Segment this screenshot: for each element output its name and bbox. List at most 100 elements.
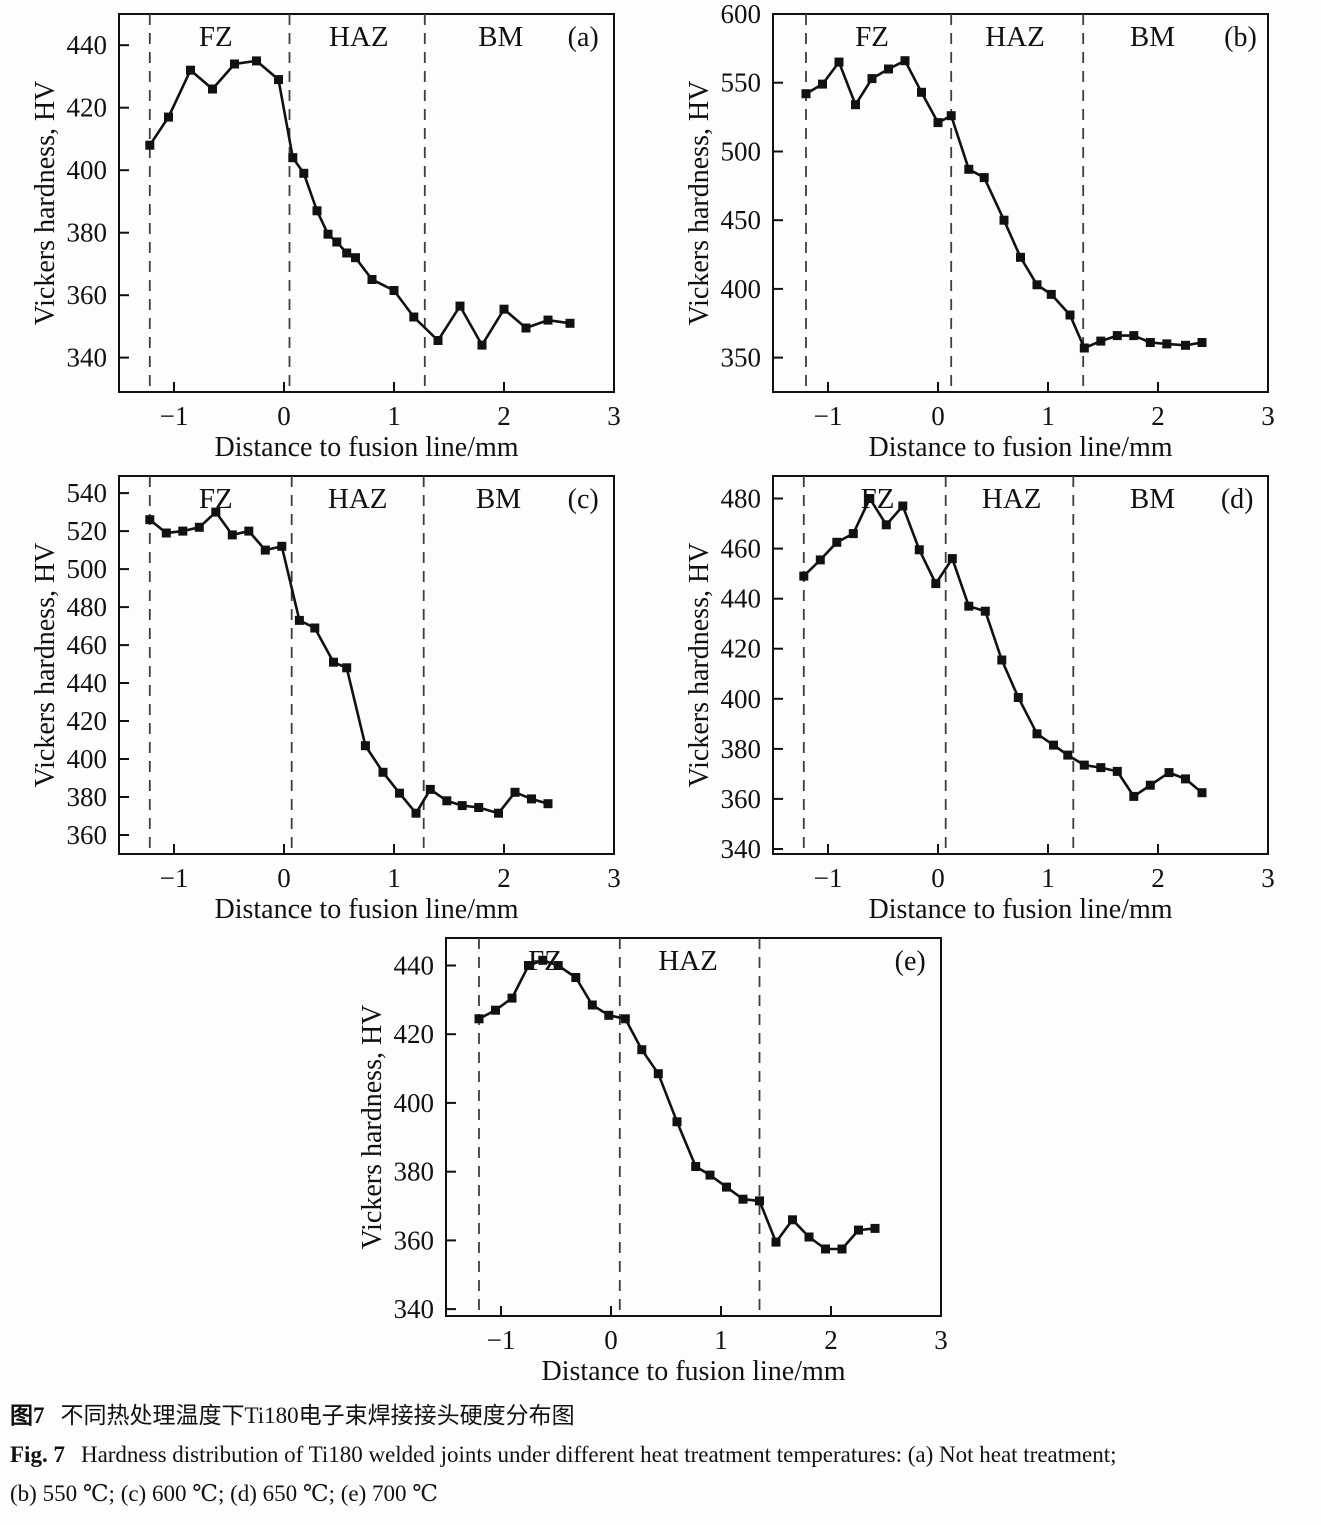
data-point-marker — [1095, 763, 1105, 773]
panel-label-c: (c) — [567, 484, 598, 515]
data-point-marker — [210, 507, 220, 517]
y-tick-label: 540 — [66, 478, 107, 508]
data-point-marker — [721, 1182, 731, 1192]
caption-line-en-2: (b) 550 ℃; (c) 600 ℃; (d) 650 ℃; (e) 700… — [10, 1481, 439, 1506]
data-point-marker — [947, 554, 957, 564]
y-tick-label: 380 — [720, 734, 761, 764]
x-axis-label: Distance to fusion line/mm — [214, 432, 518, 462]
chart-svg-e: 340360380400420440−10123FZHAZ(e)Distance… — [357, 937, 948, 1387]
x-tick-label: 0 — [604, 1325, 618, 1355]
data-point-marker — [771, 1237, 780, 1247]
x-tick-label: 1 — [387, 863, 401, 893]
y-tick-label: 360 — [393, 1225, 434, 1255]
data-point-marker — [1048, 740, 1058, 750]
zone-label-bm: BM — [478, 21, 523, 53]
caption-en-label: Fig. 7 — [10, 1442, 65, 1467]
plot-border — [771, 13, 1269, 393]
x-tick-label: −1 — [813, 401, 842, 431]
data-point-marker — [870, 1223, 879, 1233]
y-tick-label: 360 — [66, 820, 107, 850]
data-point-marker — [653, 1069, 663, 1079]
data-point-marker — [798, 571, 808, 581]
x-tick-label: 2 — [497, 863, 511, 893]
data-point-marker — [331, 237, 341, 247]
data-point-marker — [144, 140, 154, 150]
y-tick-label: 400 — [66, 155, 107, 185]
plot-border — [117, 475, 615, 855]
data-point-marker — [260, 545, 270, 555]
x-tick-label: 3 — [934, 1325, 948, 1355]
data-point-marker — [603, 1010, 613, 1020]
zone-label-bm: BM — [475, 483, 520, 515]
data-point-marker — [229, 59, 239, 69]
x-tick-label: 2 — [1151, 863, 1165, 893]
data-point-marker — [185, 65, 195, 75]
data-point-marker — [900, 56, 909, 66]
data-point-marker — [360, 741, 370, 751]
data-point-marker — [963, 164, 973, 174]
y-tick-label: 420 — [66, 706, 107, 736]
data-point-marker — [394, 788, 404, 798]
x-tick-label: 2 — [824, 1325, 838, 1355]
data-point-marker — [194, 522, 204, 532]
y-tick-label: 340 — [720, 834, 761, 864]
data-point-marker — [1145, 780, 1155, 790]
x-tick-label: 1 — [1041, 863, 1055, 893]
y-tick-label: 380 — [66, 218, 107, 248]
data-point-marker — [521, 323, 530, 333]
data-point-marker — [979, 173, 989, 183]
data-point-marker — [553, 961, 563, 970]
caption-zh-label: 图7 — [10, 1403, 45, 1428]
x-axis-label: Distance to fusion line/mm — [541, 1356, 845, 1386]
data-point-marker — [834, 57, 843, 67]
data-point-marker — [1112, 766, 1122, 776]
data-point-marker — [161, 528, 171, 538]
data-point-marker — [848, 529, 858, 539]
data-point-marker — [565, 318, 574, 328]
zone-label-haz: HAZ — [327, 483, 387, 515]
data-point-marker — [227, 530, 237, 540]
data-point-marker — [537, 955, 547, 965]
hardness-line — [804, 58, 1202, 350]
data-point-marker — [341, 248, 351, 258]
data-point-marker — [815, 555, 825, 565]
y-tick-label: 360 — [720, 784, 761, 814]
data-point-marker — [754, 1196, 764, 1206]
data-point-marker — [914, 545, 924, 555]
chart-d: 340 360 380 400 420 440 460 480 −1 0 1 2 3 FZ HAZ BM (d)… — [678, 462, 1298, 925]
data-point-marker — [672, 1117, 681, 1127]
data-point-marker — [738, 1194, 747, 1204]
data-point-marker — [207, 84, 217, 94]
data-point-marker — [341, 663, 351, 673]
data-point-marker — [1161, 339, 1171, 349]
caption-line-en: Fig. 7 Hardness distribution of Ti180 wel… — [10, 1435, 1309, 1474]
data-point-marker — [441, 796, 451, 806]
data-point-marker — [1112, 331, 1122, 341]
y-tick-label: 440 — [393, 951, 434, 981]
data-point-marker — [312, 206, 321, 216]
caption-zh-text: 不同热处理温度下Ti180电子束焊接接头硬度分布图 — [60, 1403, 575, 1428]
x-tick-label: 3 — [607, 863, 621, 893]
figure-caption: 图7 不同热处理温度下Ti180电子束焊接接头硬度分布图 Fig. 7 Hardne… — [10, 1396, 1309, 1513]
data-point-marker — [787, 1215, 797, 1225]
y-axis-label: Vickers hardness, HV — [357, 1005, 388, 1250]
data-point-marker — [963, 601, 973, 611]
panel-label-d: (d) — [1220, 484, 1253, 515]
caption-en-text: Hardness distribution of Ti180 welded jo… — [80, 1442, 1117, 1467]
data-point-marker — [523, 961, 533, 970]
zone-label-haz: HAZ — [985, 21, 1045, 53]
data-point-marker — [510, 787, 519, 797]
hardness-line — [148, 59, 570, 348]
data-point-marker — [457, 801, 467, 811]
data-point-marker — [243, 526, 253, 536]
data-point-marker — [1032, 729, 1041, 739]
x-tick-label: 1 — [1041, 401, 1055, 431]
data-point-marker — [1145, 338, 1155, 347]
data-point-marker — [1128, 331, 1138, 341]
y-tick-label: 420 — [720, 634, 761, 664]
plot-border — [771, 475, 1269, 855]
data-point-marker — [820, 1244, 830, 1254]
